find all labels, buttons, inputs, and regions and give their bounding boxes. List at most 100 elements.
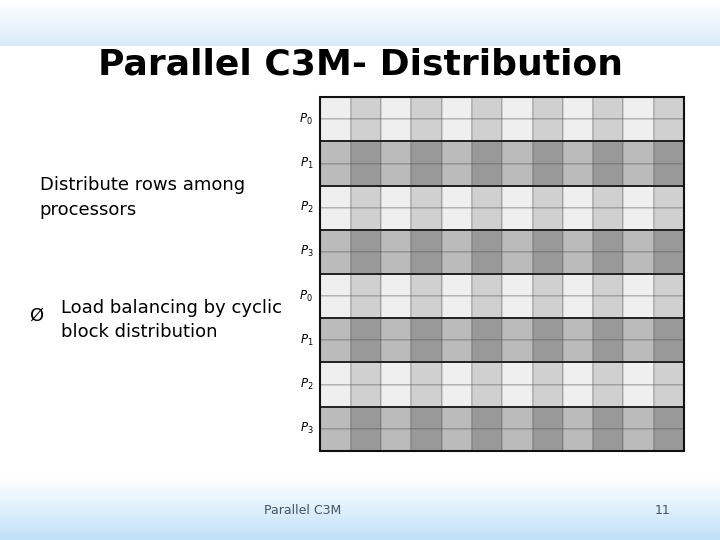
Text: $P_{2}$: $P_{2}$: [300, 377, 313, 392]
Text: $P_{1}$: $P_{1}$: [300, 333, 313, 348]
Bar: [0, 530, 720, 531]
Bar: [0, 538, 720, 539]
Bar: [503, 340, 533, 362]
Bar: [320, 362, 351, 384]
Bar: [0, 26, 720, 27]
Bar: [441, 186, 472, 208]
Bar: [624, 97, 654, 119]
Bar: [0, 31, 720, 32]
Bar: [320, 296, 351, 318]
Bar: [533, 384, 563, 407]
Text: $P_{0}$: $P_{0}$: [300, 112, 313, 127]
Text: block distribution: block distribution: [61, 323, 217, 341]
Bar: [381, 362, 411, 384]
Bar: [0, 6, 720, 7]
Bar: [441, 97, 472, 119]
Bar: [0, 525, 720, 526]
Bar: [563, 362, 593, 384]
Bar: [0, 27, 720, 28]
Bar: [654, 97, 684, 119]
Bar: [351, 164, 381, 186]
Bar: [411, 141, 441, 164]
Bar: [593, 186, 624, 208]
Text: Load balancing by cyclic: Load balancing by cyclic: [61, 299, 282, 317]
Bar: [654, 384, 684, 407]
Bar: [0, 0, 720, 1]
Bar: [654, 274, 684, 296]
Bar: [441, 164, 472, 186]
Bar: [654, 340, 684, 362]
Bar: [0, 9, 720, 10]
Bar: [351, 252, 381, 274]
Bar: [0, 10, 720, 11]
Bar: [0, 29, 720, 30]
Bar: [0, 35, 720, 36]
Bar: [533, 230, 563, 252]
Bar: [0, 485, 720, 486]
Bar: [381, 119, 411, 141]
Bar: [0, 519, 720, 521]
Bar: [472, 186, 503, 208]
Bar: [0, 7, 720, 8]
Bar: [441, 119, 472, 141]
Bar: [593, 340, 624, 362]
Bar: [0, 514, 720, 515]
Bar: [441, 362, 472, 384]
Bar: [593, 318, 624, 340]
Bar: [624, 407, 654, 429]
Bar: [0, 494, 720, 495]
Bar: [381, 97, 411, 119]
Bar: [0, 32, 720, 33]
Text: $P_{0}$: $P_{0}$: [300, 288, 313, 303]
Bar: [0, 46, 720, 478]
Bar: [503, 296, 533, 318]
Bar: [0, 531, 720, 532]
Bar: [351, 296, 381, 318]
Bar: [0, 23, 720, 24]
Bar: [381, 340, 411, 362]
Bar: [0, 524, 720, 525]
Bar: [0, 488, 720, 489]
Bar: [503, 274, 533, 296]
Bar: [503, 119, 533, 141]
Bar: [533, 318, 563, 340]
Bar: [593, 296, 624, 318]
Bar: [0, 507, 720, 508]
Bar: [624, 340, 654, 362]
Bar: [654, 407, 684, 429]
Bar: [0, 39, 720, 40]
Bar: [0, 2, 720, 3]
Bar: [533, 208, 563, 230]
Bar: [0, 482, 720, 483]
Bar: [381, 186, 411, 208]
Bar: [411, 340, 441, 362]
Bar: [654, 296, 684, 318]
Bar: [0, 481, 720, 482]
Bar: [624, 362, 654, 384]
Bar: [0, 521, 720, 522]
Bar: [0, 43, 720, 44]
Bar: [533, 164, 563, 186]
Bar: [533, 407, 563, 429]
Bar: [0, 25, 720, 26]
Bar: [0, 532, 720, 533]
Bar: [351, 340, 381, 362]
Bar: [0, 483, 720, 484]
Bar: [0, 13, 720, 14]
Bar: [0, 22, 720, 23]
Bar: [472, 274, 503, 296]
Bar: [0, 3, 720, 4]
Bar: [351, 230, 381, 252]
Bar: [0, 515, 720, 516]
Bar: [351, 97, 381, 119]
Bar: [503, 362, 533, 384]
Bar: [624, 141, 654, 164]
Bar: [381, 208, 411, 230]
Bar: [351, 384, 381, 407]
Bar: [411, 119, 441, 141]
Text: Distribute rows among
processors: Distribute rows among processors: [40, 176, 245, 219]
Bar: [654, 208, 684, 230]
Bar: [533, 97, 563, 119]
Bar: [0, 33, 720, 35]
Bar: [563, 208, 593, 230]
